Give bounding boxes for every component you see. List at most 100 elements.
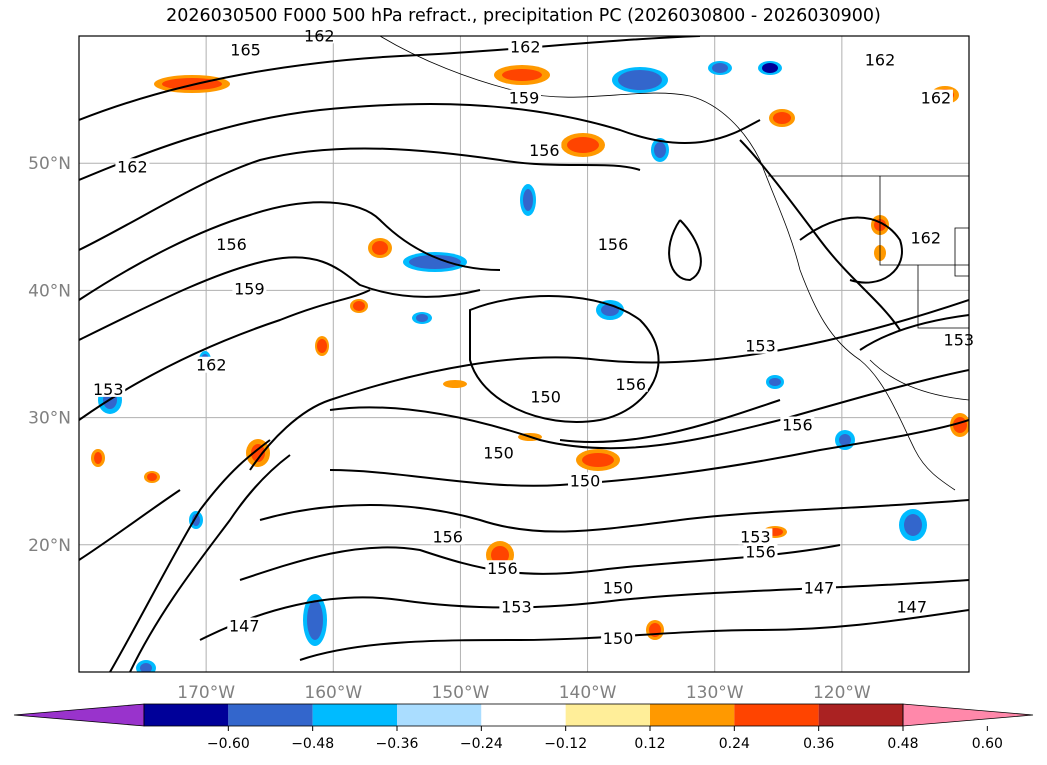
contour-label-bg xyxy=(743,337,778,354)
contour-label: 159 xyxy=(509,89,540,108)
contour-label: 153 xyxy=(93,380,124,399)
contour-label-bg xyxy=(863,51,897,68)
colorbar-segment xyxy=(312,704,397,726)
contour-label-bg xyxy=(499,598,534,615)
contour-label-bg xyxy=(918,89,953,106)
lat-tick-label: 20°N xyxy=(28,536,71,556)
colorbar-segment xyxy=(228,704,313,726)
contour-label-bg xyxy=(780,416,815,433)
lon-tick-label: 150°W xyxy=(432,683,490,703)
contour-label: 156 xyxy=(616,375,647,394)
contour-label-bg xyxy=(568,472,603,489)
contour-label: 156 xyxy=(432,527,463,546)
contour-label: 156 xyxy=(216,235,247,254)
lon-tick-label: 120°W xyxy=(813,683,871,703)
contour-label-bg xyxy=(481,444,516,461)
contour-label: 156 xyxy=(782,416,813,435)
contour-label-bg xyxy=(613,375,648,392)
latitude-tick-labels: 20°N 30°N 40°N 50°N xyxy=(28,154,71,556)
contour-label-bg xyxy=(941,331,976,348)
lon-tick-label: 130°W xyxy=(686,683,744,703)
contour-label: 156 xyxy=(487,559,518,578)
contour-label-bg xyxy=(214,235,249,252)
colorbar-extend-high xyxy=(902,703,1034,727)
contour-label: 162 xyxy=(921,89,952,108)
lon-tick-label: 170°W xyxy=(177,683,235,703)
map-frame xyxy=(78,35,970,673)
contour-label: 147 xyxy=(804,578,835,597)
contour-label: 150 xyxy=(603,578,634,597)
colorbar-segment xyxy=(397,704,482,726)
colorbar-tick-label: 0.48 xyxy=(887,736,918,752)
contour-label-bg xyxy=(508,38,543,55)
contour-label-bg xyxy=(227,617,262,634)
colorbar-segment xyxy=(144,704,229,726)
lat-tick-label: 40°N xyxy=(28,281,71,301)
contour-label: 153 xyxy=(740,527,771,546)
contour-label-bg xyxy=(601,579,636,596)
contour-label: 150 xyxy=(530,388,561,407)
contour-label: 162 xyxy=(910,229,941,248)
map-area xyxy=(79,36,969,672)
colorbar-tick-label: −0.24 xyxy=(460,736,503,752)
contour-label: 150 xyxy=(483,443,514,462)
contour-label: 150 xyxy=(603,629,634,648)
colorbar-tick-label: 0.24 xyxy=(719,736,750,752)
contour-label-bg xyxy=(232,280,267,297)
contour-label-bg xyxy=(743,543,778,560)
colorbar-segment xyxy=(650,704,735,726)
colorbar-tick-label: −0.36 xyxy=(376,736,419,752)
contour-label: 147 xyxy=(229,616,260,635)
contour-label-bg xyxy=(91,380,126,397)
contour-label-bg xyxy=(507,89,541,106)
contour-label-bg xyxy=(527,141,562,158)
contour-label-bg xyxy=(528,388,563,405)
contour-label: 162 xyxy=(865,50,896,69)
contour-label: 162 xyxy=(510,38,541,57)
contour-label-bg xyxy=(596,235,630,252)
colorbar-tick-label: 0.36 xyxy=(803,736,834,752)
contour-label-bg xyxy=(430,528,465,545)
contour-label-bg xyxy=(485,560,520,577)
colorbar-extend-low xyxy=(13,703,145,727)
contour-label: 156 xyxy=(598,235,629,254)
contour-label: 150 xyxy=(570,471,601,490)
contour-label: 162 xyxy=(196,356,227,375)
colorbar-tick-label: 0.60 xyxy=(972,736,1003,752)
lat-tick-label: 30°N xyxy=(28,409,71,429)
map-title: 2026030500 F000 500 hPa refract., precip… xyxy=(166,6,881,26)
colorbar-tick-label: −0.12 xyxy=(544,736,587,752)
colorbar-segment xyxy=(565,704,650,726)
lon-tick-label: 140°W xyxy=(559,683,617,703)
colorbar: −0.60 −0.48 −0.36 −0.24 −0.12 0.12 0.24 0.36 0.4… xyxy=(13,703,1034,752)
contour-label: 159 xyxy=(234,279,265,298)
colorbar-segment xyxy=(734,704,819,726)
contour-label-bg xyxy=(601,630,636,647)
colorbar-segment xyxy=(818,704,903,726)
contour-label: 153 xyxy=(501,597,532,616)
contour-label-bg xyxy=(908,229,943,246)
colorbar-tick-label: −0.48 xyxy=(291,736,334,752)
contour-label-bg xyxy=(801,579,836,596)
contour-label: 156 xyxy=(529,141,560,160)
contour-label-bg xyxy=(894,598,929,615)
contour-label: 162 xyxy=(117,157,148,176)
contour-labels: 165 162 162 159 156 162 156 159 156 162 153 162 150 1… xyxy=(91,26,976,648)
contour-label: 165 xyxy=(230,40,261,59)
colorbar-frame xyxy=(143,703,904,727)
colorbar-tick-label: −0.60 xyxy=(207,736,250,752)
colorbar-segment xyxy=(481,704,566,726)
contour-label-bg xyxy=(194,356,229,373)
longitude-tick-labels: 170°W 160°W 150°W 140°W 130°W 120°W xyxy=(177,683,871,703)
lat-tick-label: 50°N xyxy=(28,154,71,174)
contour-label: 153 xyxy=(745,337,776,356)
contour-label: 156 xyxy=(745,543,776,562)
contour-label-bg xyxy=(228,41,263,58)
contour-label-bg xyxy=(115,158,150,175)
contour-label-bg xyxy=(302,27,337,44)
contour-label: 147 xyxy=(897,597,928,616)
contour-label: 153 xyxy=(944,330,975,349)
colorbar-tick-label: 0.12 xyxy=(634,736,665,752)
lon-tick-label: 160°W xyxy=(304,683,362,703)
